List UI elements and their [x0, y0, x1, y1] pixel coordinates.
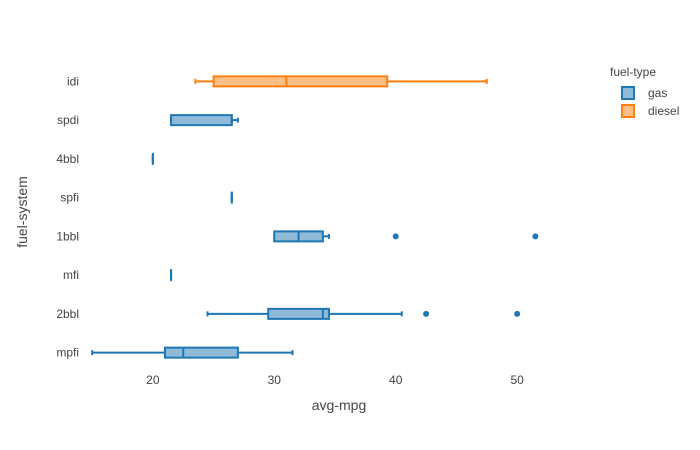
x-axis-ticks: 20 30 40 50: [146, 373, 524, 387]
y-tick-label: spdi: [57, 113, 79, 127]
x-tick-label: 40: [389, 373, 403, 387]
legend-label-diesel: diesel: [648, 104, 679, 118]
x-axis-title: avg-mpg: [312, 397, 366, 413]
y-tick-label: spfi: [60, 191, 79, 205]
legend-swatch-diesel: [621, 104, 635, 118]
y-tick-label: 1bbl: [56, 229, 79, 243]
y-axis-title: fuel-system: [14, 176, 30, 248]
box-gas-1bbl-outlier-0: [392, 233, 399, 240]
y-tick-label: 4bbl: [56, 152, 79, 166]
y-tick-label: 2bbl: [56, 307, 79, 321]
legend-swatch-gas: [621, 86, 635, 100]
y-axis-ticks: mpfi 2bbl mfi 1bbl spfi 4bbl spdi idi: [56, 74, 79, 359]
box-gas-mpfi-iqr: [164, 346, 239, 359]
box-gas-2bbl-outlier-1: [514, 310, 521, 317]
series-diesel: [194, 75, 488, 88]
legend-title: fuel-type: [610, 65, 656, 79]
box-gas-2bbl-iqr: [267, 307, 330, 320]
y-tick-label: mfi: [63, 268, 79, 282]
y-tick-label: idi: [67, 74, 79, 88]
legend: fuel-type gas diesel: [610, 65, 679, 118]
box-gas-spdi-iqr: [170, 114, 233, 127]
x-tick-label: 20: [146, 373, 160, 387]
x-tick-label: 50: [510, 373, 524, 387]
box-gas-2bbl-outlier-0: [423, 310, 430, 317]
legend-label-gas: gas: [648, 86, 667, 100]
box-gas-1bbl-outlier-1: [532, 233, 539, 240]
y-tick-label: mpfi: [56, 346, 79, 360]
x-tick-label: 30: [268, 373, 282, 387]
box-diesel-idi-iqr: [212, 75, 389, 88]
series-gas: [91, 114, 539, 359]
plot-area: [91, 75, 539, 359]
